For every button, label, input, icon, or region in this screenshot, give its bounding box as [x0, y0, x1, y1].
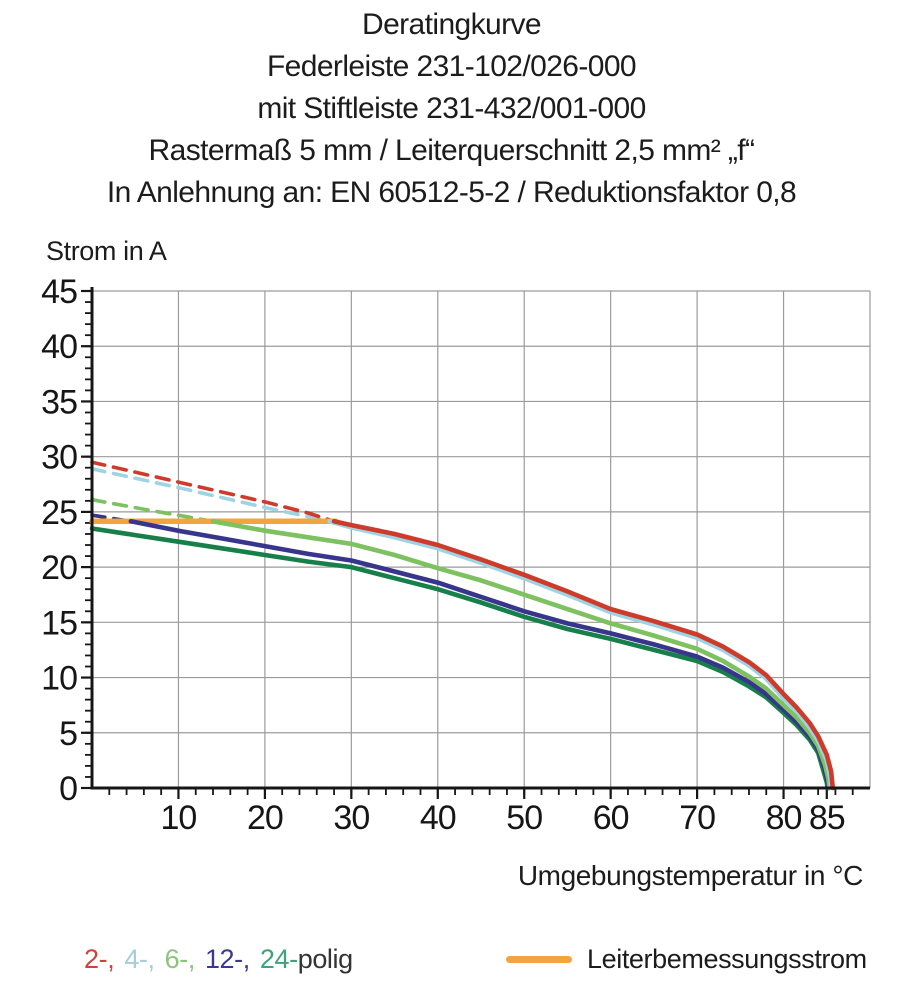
legend-pole-24: 24-: [259, 944, 298, 974]
rated-current-swatch: [506, 956, 572, 963]
curve-2-polig-dashed: [90, 460, 336, 524]
y-tick-label: 20: [41, 549, 77, 587]
title-line-5: In Anlehnung an: EN 60512-5-2 / Reduktio…: [106, 176, 797, 209]
legend-poles: 2-, 4-, 6-, 12-, 24-polig: [84, 944, 353, 975]
curve-6-polig: [210, 518, 832, 791]
curve-2-polig: [331, 518, 836, 791]
x-tick-label: 60: [593, 799, 629, 837]
title-line-4: Rastermaß 5 mm / Leiterquerschnitt 2,5 m…: [148, 134, 755, 167]
legend-rated: Leiterbemessungsstrom: [506, 944, 867, 975]
legend-pole-12: 12-,: [204, 944, 250, 974]
title-line-1: Deratingkurve: [362, 8, 542, 41]
y-tick-label: 15: [41, 604, 77, 642]
y-tick-label: 10: [41, 660, 77, 698]
y-tick-label: 30: [41, 439, 77, 477]
y-tick-label: 45: [41, 273, 77, 311]
x-tick-label: 40: [420, 799, 456, 837]
curve-6-polig-dashed: [90, 497, 215, 524]
x-tick-label: 10: [161, 799, 197, 837]
x-axis-title: Umgebungstemperatur in °C: [517, 860, 864, 891]
x-tick-label: 70: [679, 799, 715, 837]
y-tick-label: 25: [41, 494, 77, 532]
y-tick-label: 40: [41, 328, 77, 366]
y-tick-label: 0: [59, 770, 77, 808]
title-line-2: Federleiste 231-102/026-000: [266, 50, 637, 83]
x-tick-label: 30: [333, 799, 369, 837]
curve-4-polig-dashed: [90, 466, 332, 524]
x-tick-label: 80: [766, 799, 802, 837]
legend-pole-2: 2-,: [84, 944, 115, 974]
x-tick-label: 20: [247, 799, 283, 837]
y-tick-label: 35: [41, 383, 77, 421]
title-line-3: mit Stiftleiste 231-432/001-000: [257, 92, 646, 125]
y-tick-label: 5: [59, 715, 77, 753]
x-tick-label: 50: [506, 799, 542, 837]
curve-4-polig: [327, 518, 834, 791]
x-tick-label: 85: [809, 799, 845, 837]
y-axis-title: Strom in A: [46, 236, 167, 266]
legend-pole-6: 6-,: [164, 944, 196, 974]
chart-header: Deratingkurve Federleiste 231-102/026-00…: [0, 4, 903, 214]
rated-current-label: Leiterbemessungsstrom: [587, 944, 867, 974]
legend-poles-suffix: polig: [297, 944, 353, 974]
legend-pole-4: 4-,: [124, 944, 155, 974]
